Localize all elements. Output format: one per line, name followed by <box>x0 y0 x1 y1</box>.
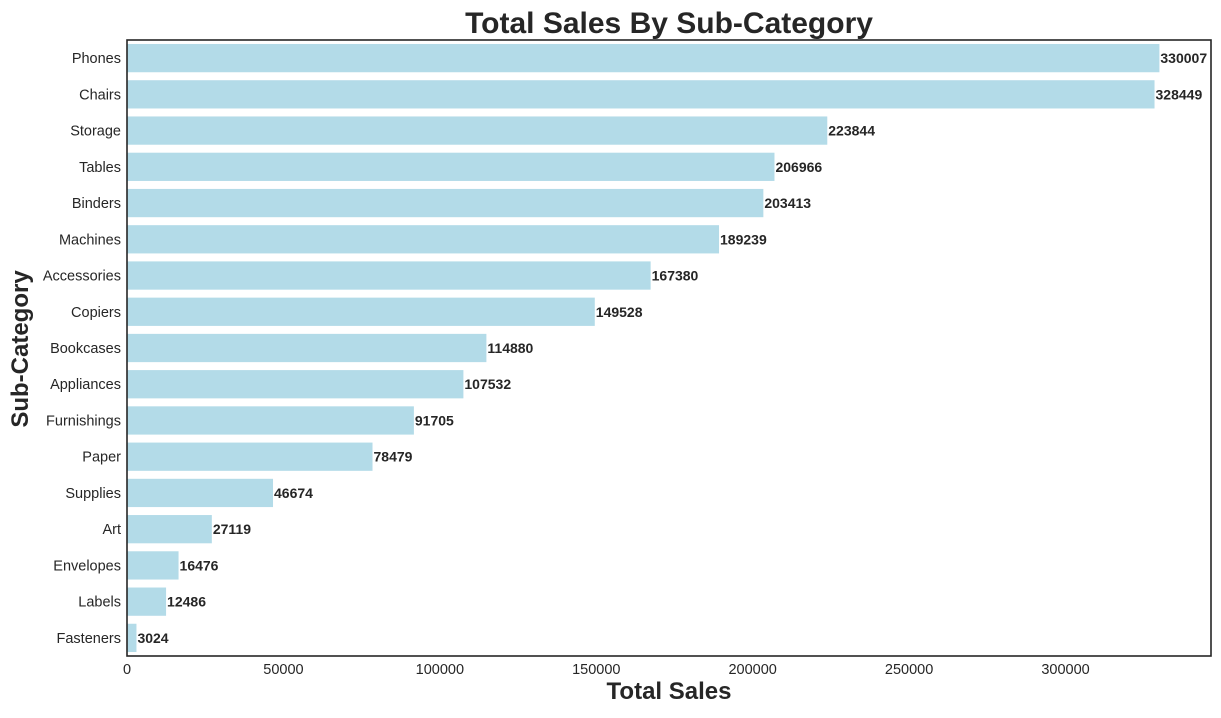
bar <box>127 551 179 580</box>
bar-value-label: 330007 <box>1160 50 1207 66</box>
y-axis-tick-labels: Phones Chairs Storage Tables Binders Machines… <box>43 51 121 647</box>
x-tick-label: 250000 <box>885 662 933 678</box>
x-tick-label: 0 <box>123 662 131 678</box>
x-tick-label: 100000 <box>416 662 464 678</box>
bar <box>127 515 212 544</box>
y-tick-label: Envelopes <box>53 558 121 574</box>
bars-group <box>127 43 1160 653</box>
bar <box>127 370 464 399</box>
chart-title: Total Sales By Sub-Category <box>465 7 873 40</box>
y-tick-label: Chairs <box>79 87 121 103</box>
x-tick-label: 150000 <box>572 662 620 678</box>
bar <box>127 406 414 435</box>
y-tick-label: Bookcases <box>50 341 121 357</box>
bar-value-label: 78479 <box>374 449 413 465</box>
bar-value-label: 114880 <box>487 340 533 356</box>
plot-frame <box>126 39 1212 657</box>
bar-value-label: 27119 <box>213 521 251 537</box>
bar <box>127 188 764 218</box>
y-tick-label: Appliances <box>50 377 121 393</box>
bar <box>127 623 137 653</box>
bar-value-label: 149528 <box>596 304 643 320</box>
x-tick-label: 50000 <box>263 662 303 678</box>
x-tick-label: 300000 <box>1041 662 1089 678</box>
bar-value-label: 91705 <box>415 412 454 428</box>
y-tick-label: Art <box>102 522 121 538</box>
bar-value-label: 16476 <box>180 557 219 573</box>
bar-value-label: 189239 <box>720 231 767 247</box>
bar-value-label: 167380 <box>652 268 699 284</box>
bar <box>127 297 595 326</box>
bar <box>127 261 651 290</box>
y-axis-title: Sub-Category <box>7 270 34 428</box>
bar-value-label: 206966 <box>775 159 822 175</box>
bar-value-label: 328449 <box>1156 86 1203 102</box>
y-tick-label: Fasteners <box>57 631 121 647</box>
y-tick-label: Furnishings <box>46 413 121 429</box>
y-tick-label: Machines <box>59 232 121 248</box>
bar <box>127 442 373 471</box>
y-tick-label: Supplies <box>65 486 121 502</box>
bar <box>127 478 274 508</box>
bar <box>127 152 775 181</box>
bar-value-label: 3024 <box>137 630 168 646</box>
bar <box>127 333 487 363</box>
bar-value-label: 12486 <box>167 594 206 610</box>
bar <box>127 80 1155 109</box>
y-tick-label: Binders <box>72 196 121 212</box>
y-tick-label: Paper <box>82 450 121 466</box>
bar <box>127 587 167 616</box>
bar-value-label: 46674 <box>274 485 313 501</box>
bar-value-label: 107532 <box>464 376 511 392</box>
y-tick-label: Phones <box>72 51 121 67</box>
x-axis-tick-labels: 0 50000 100000 150000 200000 250000 300000 <box>123 662 1090 678</box>
value-labels-group: 330007 328449 223844 206966 203413 189239 1673… <box>137 50 1207 646</box>
bar-value-label: 203413 <box>764 195 811 211</box>
y-tick-label: Accessories <box>43 269 121 285</box>
x-tick-label: 200000 <box>728 662 776 678</box>
x-axis-title: Total Sales <box>607 678 732 705</box>
y-tick-label: Tables <box>79 160 121 176</box>
y-tick-label: Copiers <box>71 305 121 321</box>
bar-value-label: 223844 <box>828 123 875 139</box>
y-tick-label: Storage <box>70 124 121 140</box>
y-tick-label: Labels <box>78 595 121 611</box>
bar <box>127 43 1160 73</box>
bar <box>127 225 720 254</box>
bar <box>127 116 828 145</box>
